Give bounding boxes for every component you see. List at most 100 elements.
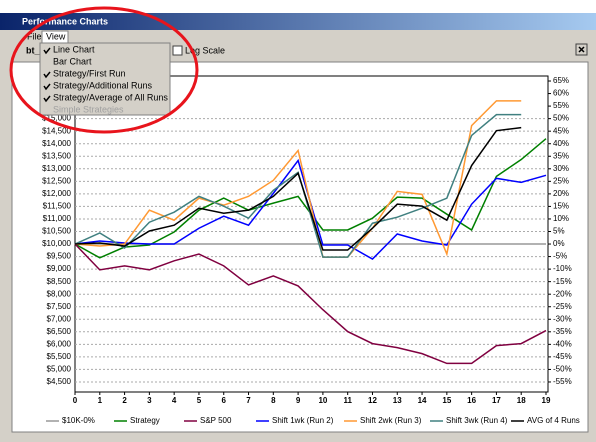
legend-label: Shift 1wk (Run 2): [272, 416, 334, 425]
y2-tick-label: 40%: [553, 139, 569, 148]
view-dropdown: [39, 42, 171, 116]
y2-tick-label: -20%: [553, 289, 572, 298]
y-tick-label: $15,000: [42, 114, 71, 123]
y2-tick-label: -45%: [553, 352, 572, 361]
toolbar-label: bt_s: [26, 45, 45, 55]
series-line: [74, 100, 522, 258]
menu-view[interactable]: View: [46, 31, 66, 41]
y-tick-label: $9,500: [47, 252, 72, 261]
x-tick-label: 17: [492, 396, 501, 405]
x-tick-label: 4: [172, 396, 177, 405]
y2-tick-label: 55%: [553, 101, 569, 110]
y2-tick-label: 15%: [553, 202, 569, 211]
plot-area: [74, 75, 549, 393]
y2-tick-label: 35%: [553, 151, 569, 160]
x-tick-label: 0: [73, 396, 78, 405]
y-tick-label: $7,500: [47, 302, 72, 311]
window-title: Performance Charts: [22, 16, 108, 26]
x-tick-label: 3: [147, 396, 152, 405]
y-tick-label: $8,000: [47, 289, 72, 298]
x-tick-label: 7: [246, 396, 251, 405]
log-scale-label[interactable]: Log Scale: [185, 45, 225, 55]
legend-label: Shift 2wk (Run 3): [360, 416, 422, 425]
x-tick-label: 5: [197, 396, 202, 405]
y-tick-label: $5,000: [47, 365, 72, 374]
y-tick-label: $13,500: [42, 151, 71, 160]
y-tick-label: $8,500: [47, 277, 72, 286]
close-icon: [578, 46, 585, 53]
check-mark: [43, 83, 51, 91]
x-tick-label: 1: [98, 396, 103, 405]
y-tick-label: $12,500: [42, 176, 71, 185]
x-tick-label: 14: [418, 396, 427, 405]
y2-tick-label: -25%: [553, 302, 572, 311]
y-tick-label: $13,000: [42, 164, 71, 173]
x-tick-label: 15: [442, 396, 451, 405]
check-mark: [43, 47, 51, 55]
y2-tick-label: 30%: [553, 164, 569, 173]
x-tick-label: 16: [467, 396, 476, 405]
y-tick-label: $5,500: [47, 352, 72, 361]
y2-tick-label: -30%: [553, 314, 572, 323]
y2-tick-label: 50%: [553, 114, 569, 123]
y2-tick-label: 65%: [553, 76, 569, 85]
x-tick-label: 18: [517, 396, 526, 405]
y-tick-label: $11,500: [43, 202, 72, 211]
x-tick-label: 19: [542, 396, 551, 405]
x-tick-label: 12: [368, 396, 377, 405]
title-bar: [0, 13, 596, 30]
y-tick-label: $14,500: [42, 126, 71, 135]
legend-label: Strategy: [130, 416, 160, 425]
y-tick-label: $9,000: [47, 264, 72, 273]
menu-item[interactable]: Bar Chart: [53, 56, 92, 66]
y2-tick-label: -5%: [553, 252, 567, 261]
y-tick-label: $11,000: [43, 214, 72, 223]
series-line: [74, 126, 522, 251]
legend-label: AVG of 4 Runs: [527, 416, 580, 425]
y-tick-label: $6,500: [47, 327, 72, 336]
menu-item[interactable]: Strategy/Average of All Runs: [53, 92, 168, 102]
y2-tick-label: 5%: [553, 227, 565, 236]
x-tick-label: 10: [318, 396, 327, 405]
log-scale-checkbox[interactable]: [172, 45, 183, 56]
desktop: [0, 0, 596, 13]
x-tick-label: 11: [343, 396, 352, 405]
y2-tick-label: -55%: [553, 377, 572, 386]
y-tick-label: $4,500: [47, 377, 72, 386]
x-tick-label: 9: [296, 396, 301, 405]
y-tick-label: $7,000: [47, 314, 72, 323]
menu-item: Simple Strategies: [53, 104, 124, 114]
menu-item[interactable]: Line Chart: [53, 44, 95, 54]
y2-tick-label: -40%: [553, 339, 572, 348]
x-tick-label: 13: [393, 396, 402, 405]
menu-file[interactable]: File: [27, 31, 42, 41]
menu-item[interactable]: Strategy/Additional Runs: [53, 80, 153, 90]
y2-tick-label: 60%: [553, 89, 569, 98]
series-line: [74, 243, 547, 365]
y2-tick-label: 20%: [553, 189, 569, 198]
x-tick-label: 6: [222, 396, 227, 405]
y2-tick-label: -10%: [553, 264, 572, 273]
y2-tick-label: 25%: [553, 176, 569, 185]
y2-tick-label: -35%: [553, 327, 572, 336]
y2-tick-label: 10%: [553, 214, 569, 223]
check-mark: [43, 95, 51, 103]
legend-label: $10K-0%: [62, 416, 95, 425]
legend-label: Shift 3wk (Run 4): [446, 416, 508, 425]
x-tick-label: 2: [122, 396, 127, 405]
y-tick-label: $6,000: [47, 339, 72, 348]
legend-label: S&P 500: [200, 416, 232, 425]
menu-item[interactable]: Strategy/First Run: [53, 68, 126, 78]
y2-tick-label: -15%: [553, 277, 572, 286]
y-tick-label: $14,000: [42, 139, 71, 148]
y-tick-label: $10,000: [42, 239, 71, 248]
y2-tick-label: 0%: [553, 239, 565, 248]
y2-tick-label: -50%: [553, 365, 572, 374]
chart-panel: [11, 61, 589, 433]
x-tick-label: 8: [271, 396, 276, 405]
y2-tick-label: 45%: [553, 126, 569, 135]
y-tick-label: $12,000: [42, 189, 71, 198]
highlight-circle: [9, 6, 199, 134]
y-tick-label: $10,500: [42, 227, 71, 236]
